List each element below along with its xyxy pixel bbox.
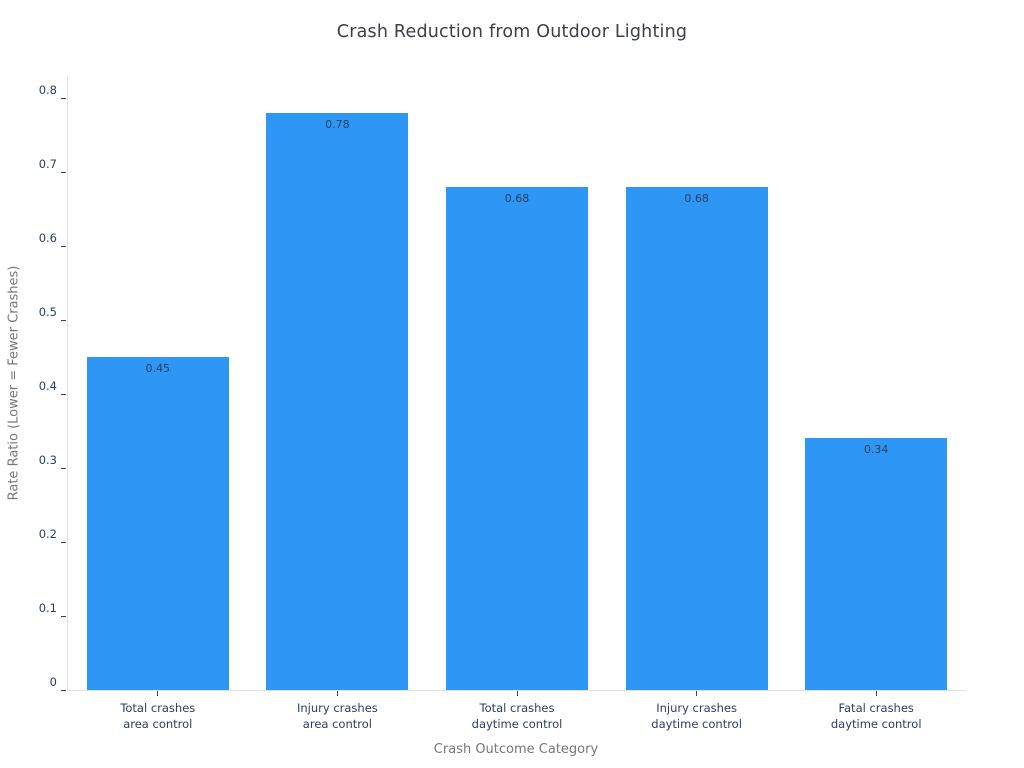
x-category-line2: area control bbox=[123, 717, 193, 731]
x-category-line2: daytime control bbox=[651, 717, 742, 731]
bar-2: 0.78 bbox=[266, 113, 409, 690]
y-axis-tick-label: 0.8 bbox=[38, 83, 57, 98]
chart-title: Crash Reduction from Outdoor Lighting bbox=[336, 22, 688, 42]
x-axis-tick-mark bbox=[516, 691, 518, 696]
y-axis-tick-mark bbox=[61, 615, 66, 617]
x-category-label-1: Total crashes area control bbox=[68, 700, 248, 732]
bar-value-label: 0.68 bbox=[684, 191, 709, 205]
y-axis-tick-label: 0.4 bbox=[38, 379, 57, 394]
y-axis-tick-label: 0.5 bbox=[38, 305, 57, 320]
y-axis-tick-label: 0.1 bbox=[38, 601, 57, 616]
x-category-label-3: Total crashes daytime control bbox=[427, 700, 607, 732]
bar-value-label: 0.34 bbox=[863, 443, 889, 457]
x-category-label-5: Fatal crashes daytime control bbox=[786, 700, 966, 732]
x-category-line1: Injury crashes bbox=[656, 701, 737, 715]
y-axis-tick-mark bbox=[61, 97, 66, 99]
x-category-line2: daytime control bbox=[471, 717, 563, 731]
bar-1: 0.45 bbox=[86, 357, 229, 690]
bar-3: 0.68 bbox=[446, 186, 588, 690]
x-axis-title: Crash Outcome Category bbox=[433, 742, 599, 757]
x-category-line2: daytime control bbox=[830, 717, 922, 731]
y-axis-tick-mark bbox=[61, 319, 66, 321]
y-axis-tick-mark bbox=[61, 245, 66, 247]
bar-value-label: 0.45 bbox=[145, 362, 171, 376]
x-category-line1: Total crashes bbox=[479, 701, 555, 715]
x-axis-tick-mark bbox=[157, 691, 159, 696]
x-axis-tick-mark bbox=[336, 691, 338, 696]
y-axis-tick-label: 0 bbox=[49, 675, 57, 689]
y-axis-tick-label: 0.2 bbox=[38, 527, 57, 542]
x-category-line1: Total crashes bbox=[120, 701, 196, 715]
y-axis-tick-label: 0.6 bbox=[38, 231, 57, 246]
x-axis-tick-mark bbox=[696, 691, 698, 696]
bar-4: 0.68 bbox=[625, 186, 768, 690]
x-category-line2: area control bbox=[302, 717, 372, 731]
x-category-line1: Fatal crashes bbox=[838, 701, 914, 715]
y-axis-tick-mark bbox=[61, 467, 66, 469]
y-axis-tick-label: 0.7 bbox=[38, 157, 57, 172]
y-axis-tick-mark bbox=[61, 171, 66, 173]
y-axis-tick-mark bbox=[61, 393, 66, 395]
y-axis-title: Rate Ratio (Lower = Fewer Crashes) bbox=[6, 265, 22, 501]
y-axis-tick-label: 0.3 bbox=[38, 453, 57, 468]
x-category-label-2: Injury crashes area control bbox=[248, 700, 428, 732]
x-category-label-4: Injury crashes daytime control bbox=[607, 700, 787, 732]
bar-value-label: 0.68 bbox=[504, 191, 530, 205]
x-axis-tick-mark bbox=[875, 691, 877, 696]
y-axis-tick-mark bbox=[61, 689, 66, 691]
bar-5: 0.34 bbox=[805, 438, 948, 690]
y-axis-tick-mark bbox=[61, 541, 66, 543]
plot-area: 0 0.1 0.2 0.3 0.4 0.5 0.6 0.7 0.8 0.45 Total crash… bbox=[39, 76, 966, 731]
bar-value-label: 0.78 bbox=[325, 118, 350, 131]
x-category-line1: Injury crashes bbox=[296, 701, 378, 715]
